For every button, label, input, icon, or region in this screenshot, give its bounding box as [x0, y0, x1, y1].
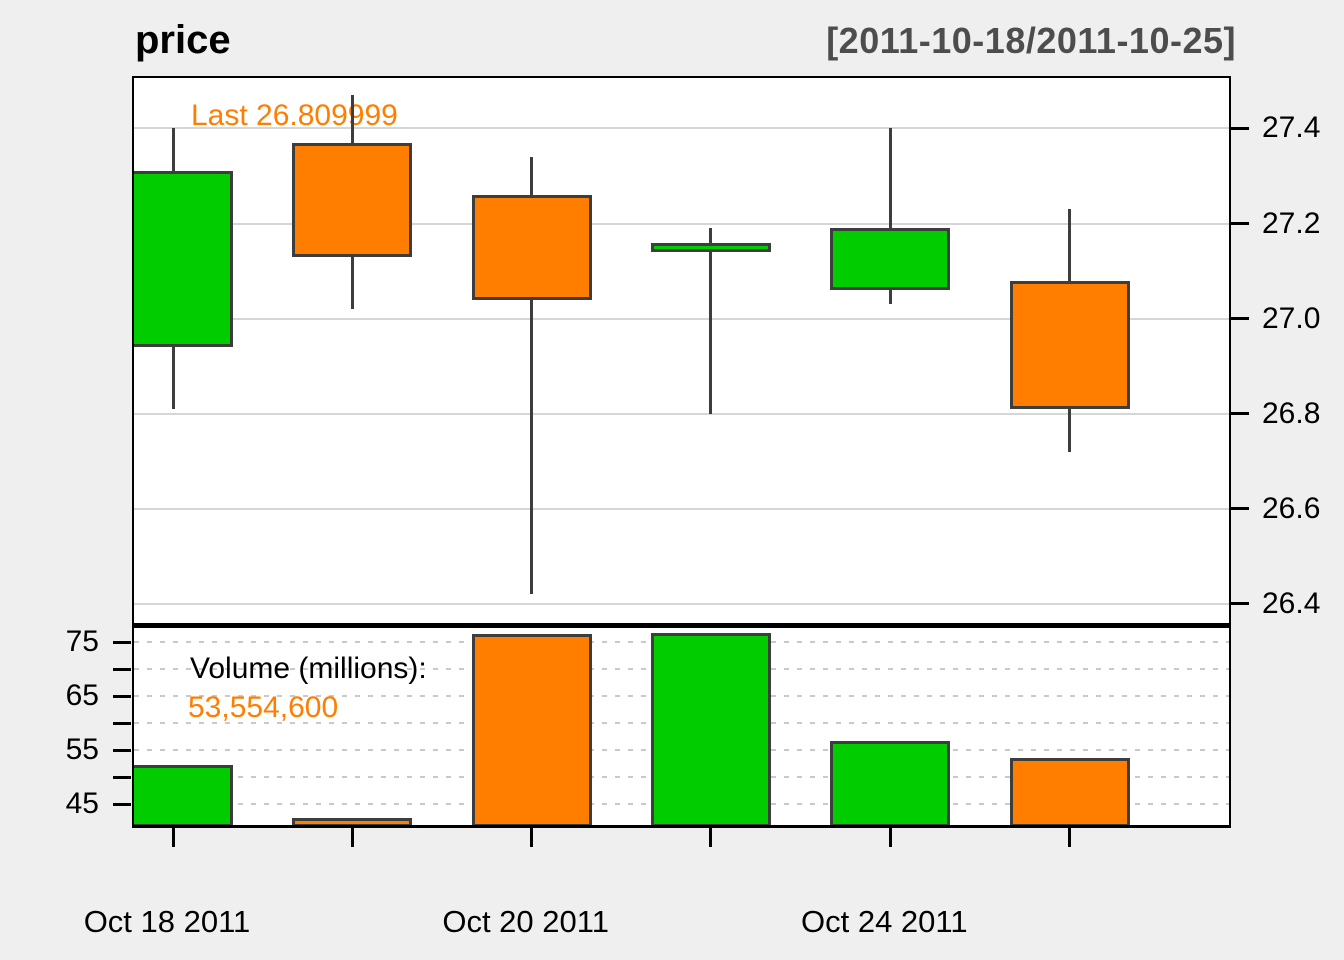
x-axis-date-label: Oct 24 2011: [801, 904, 968, 939]
price-axis-tick: [1231, 126, 1249, 130]
price-axis-label: 26.8: [1262, 396, 1321, 430]
price-gridline: [134, 602, 1229, 605]
volume-bar: [134, 764, 233, 825]
x-axis-tick: [888, 828, 892, 847]
x-axis-tick: [171, 828, 175, 847]
volume-panel: Volume (millions): 53,554,600: [132, 628, 1231, 828]
volume-axis-tick: [113, 694, 131, 698]
price-axis-label: 27.4: [1262, 111, 1321, 145]
volume-axis-label: 75: [65, 625, 99, 659]
x-axis-tick: [530, 828, 534, 847]
chart-title: price: [135, 18, 231, 62]
candle-wick: [530, 156, 534, 595]
volume-bar: [1009, 758, 1130, 825]
volume-annotation-value: 53,554,600: [188, 691, 339, 724]
price-gridline: [134, 222, 1229, 225]
candle-body: [292, 142, 413, 257]
candle-body: [471, 194, 592, 300]
candle-wick: [709, 228, 713, 414]
price-panel: Last 26.809999: [132, 76, 1231, 628]
x-axis-date-label: Oct 20 2011: [442, 904, 609, 939]
price-axis-tick: [1231, 317, 1249, 321]
candle-body: [1009, 280, 1130, 409]
last-price-annotation: Last 26.809999: [191, 99, 398, 132]
x-axis-tick: [350, 828, 354, 847]
price-gridline: [134, 127, 1229, 130]
price-axis-tick: [1231, 222, 1249, 226]
price-axis-label: 26.6: [1262, 491, 1321, 525]
price-gridline: [134, 507, 1229, 510]
x-axis-date-label: Oct 18 2011: [83, 904, 251, 939]
volume-bar: [292, 818, 413, 825]
volume-axis-tick: [113, 640, 131, 644]
x-axis-tick: [709, 828, 713, 847]
volume-axis-label: 65: [65, 679, 99, 713]
candle-body: [830, 228, 951, 291]
volume-annotation-label: Volume (millions):: [190, 652, 427, 685]
price-axis-tick: [1231, 602, 1249, 606]
price-axis-label: 26.4: [1262, 586, 1321, 620]
volume-bar: [830, 740, 951, 825]
price-gridline: [134, 317, 1229, 320]
volume-axis-tick: [113, 748, 131, 752]
volume-axis-label: 45: [65, 787, 99, 821]
x-axis-tick: [1068, 828, 1072, 847]
candle-wick: [888, 128, 892, 305]
date-range-label: [2011-10-18/2011-10-25]: [826, 20, 1236, 61]
volume-bar: [650, 632, 771, 825]
price-axis-tick: [1231, 507, 1249, 511]
volume-bar: [471, 634, 592, 825]
price-gridline: [134, 412, 1229, 415]
candle-body: [650, 242, 771, 253]
volume-axis-tick: [113, 667, 131, 671]
volume-axis-label: 55: [65, 733, 99, 767]
candle-body: [134, 171, 233, 348]
price-axis-label: 27.2: [1262, 206, 1321, 240]
volume-axis-tick: [113, 721, 131, 725]
volume-axis-tick: [113, 802, 131, 806]
price-axis-tick: [1231, 412, 1249, 416]
volume-axis-tick: [113, 775, 131, 779]
price-axis-label: 27.0: [1262, 301, 1321, 335]
